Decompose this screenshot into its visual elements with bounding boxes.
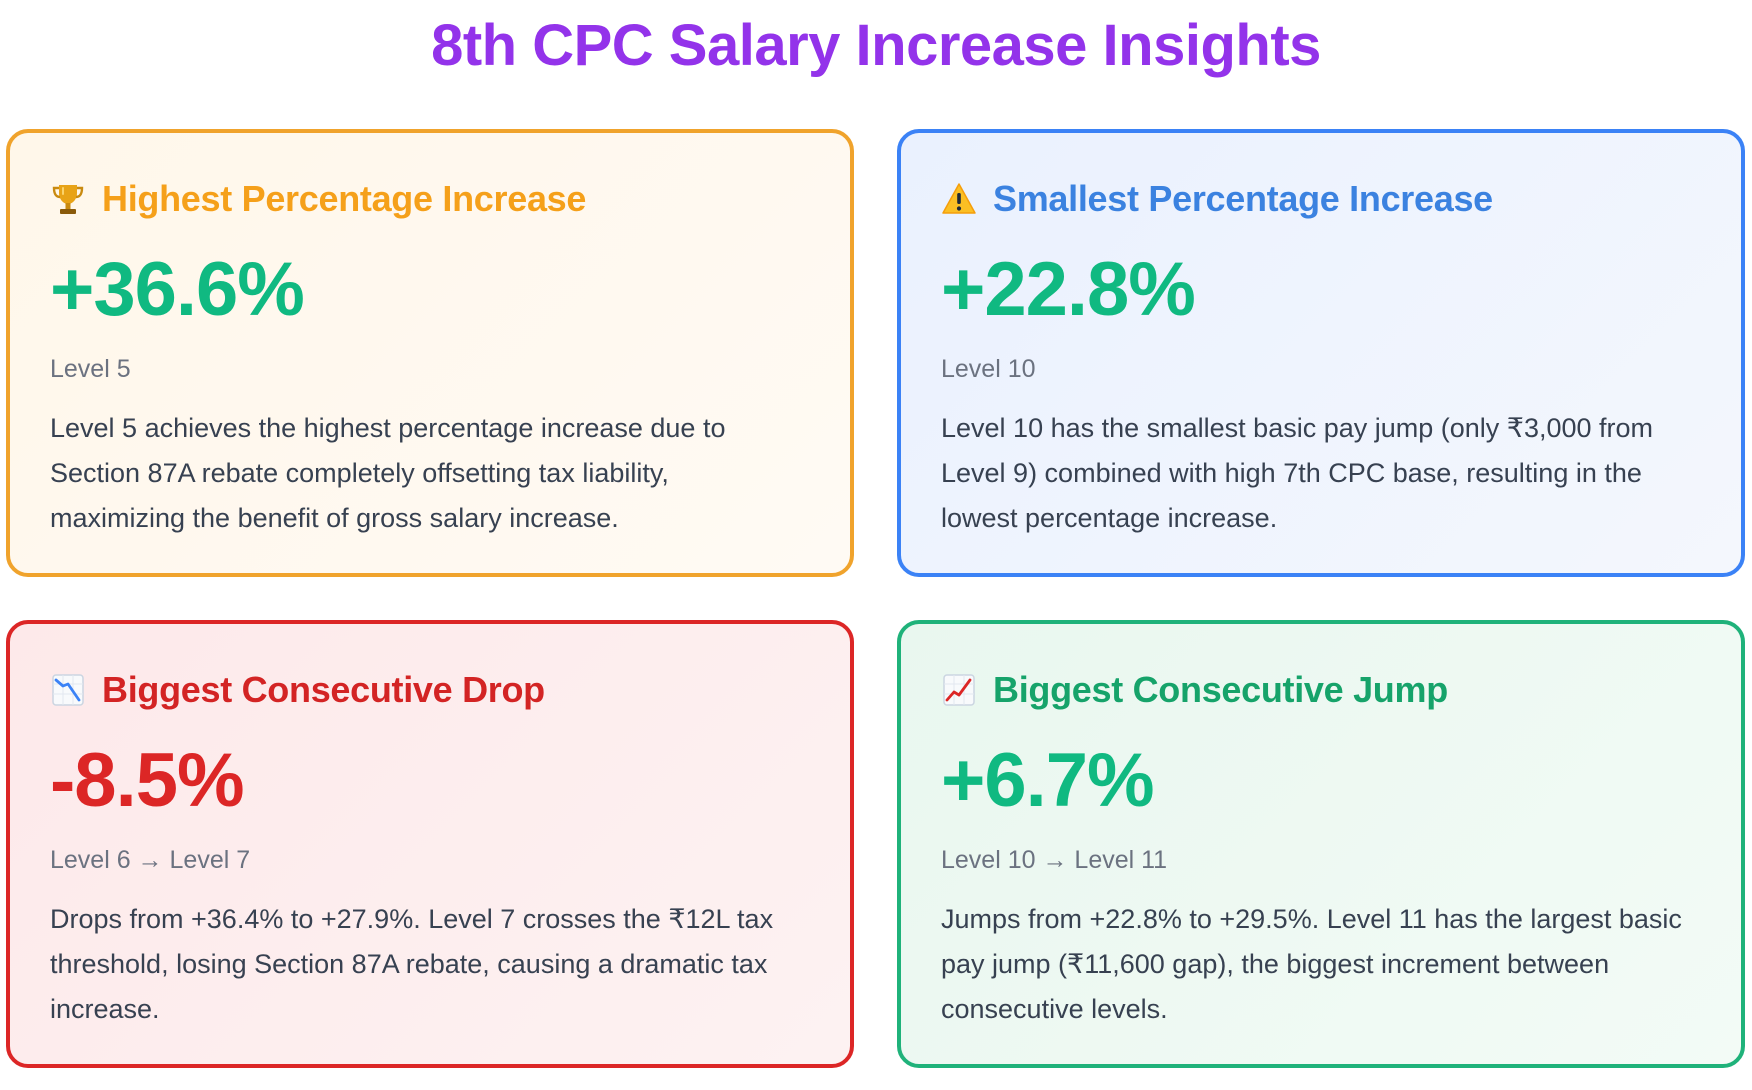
warning-icon (941, 181, 977, 217)
card-subtitle: Level 5 (50, 355, 131, 383)
card-header: Biggest Consecutive Drop (50, 665, 810, 715)
card-header: Smallest Percentage Increase (941, 174, 1701, 224)
card-value: +22.8% (941, 247, 1196, 332)
chart-increasing-icon (941, 672, 977, 708)
card-description: Level 10 has the smallest basic pay jump… (941, 413, 1654, 533)
trophy-icon (50, 181, 86, 217)
card-value: -8.5% (50, 738, 245, 823)
insight-card-highest-increase: Highest Percentage Increase +36.6% Level… (6, 129, 854, 577)
card-title: Biggest Consecutive Drop (102, 669, 545, 710)
card-header: Highest Percentage Increase (50, 174, 810, 224)
card-subtitle: Level 10 → Level 11 (941, 846, 1168, 874)
chart-decreasing-icon (50, 672, 86, 708)
card-title: Smallest Percentage Increase (993, 178, 1493, 219)
card-header: Biggest Consecutive Jump (941, 665, 1701, 715)
card-subtitle: Level 6 → Level 7 (50, 846, 251, 874)
card-description: Drops from +36.4% to +27.9%. Level 7 cro… (50, 904, 774, 1024)
page-title: 8th CPC Salary Increase Insights (431, 13, 1321, 78)
card-description: Jumps from +22.8% to +29.5%. Level 11 ha… (941, 904, 1682, 1024)
insight-card-biggest-jump: Biggest Consecutive Jump +6.7% Level 10 … (897, 620, 1745, 1068)
card-value: +36.6% (50, 247, 305, 332)
card-title: Biggest Consecutive Jump (993, 669, 1448, 710)
card-subtitle: Level 10 (941, 355, 1036, 383)
insight-card-biggest-drop: Biggest Consecutive Drop -8.5% Level 6 →… (6, 620, 854, 1068)
card-title: Highest Percentage Increase (102, 178, 587, 219)
card-value: +6.7% (941, 738, 1155, 823)
card-description: Level 5 achieves the highest percentage … (50, 413, 726, 533)
insight-card-smallest-increase: Smallest Percentage Increase +22.8% Leve… (897, 129, 1745, 577)
